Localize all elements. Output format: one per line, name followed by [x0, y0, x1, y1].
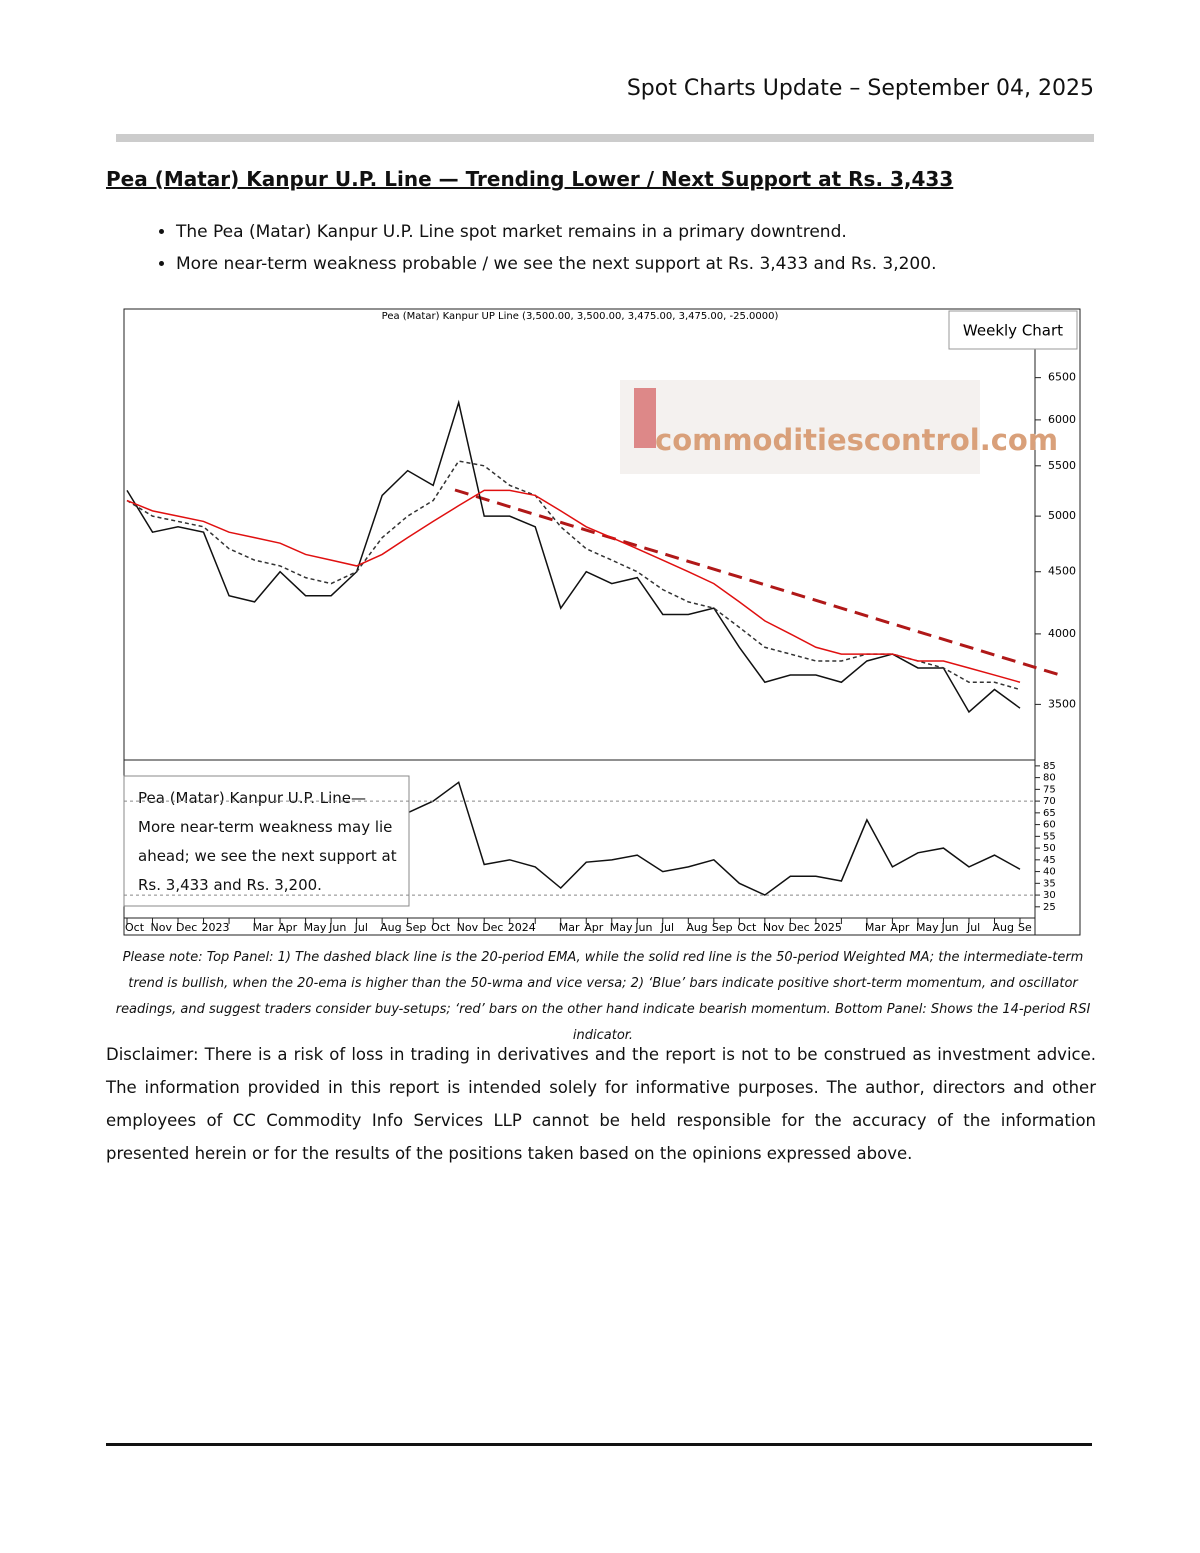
x-tick-label: 2024: [508, 921, 536, 934]
x-tick-label: Oct: [431, 921, 451, 934]
annotation-wrap: Pea (Matar) Kanpur U.P. Line— More near-…: [138, 789, 397, 894]
chart-title: Pea (Matar) Kanpur UP Line (3,500.00, 3,…: [382, 311, 779, 322]
x-tick-label: Nov: [763, 921, 785, 934]
x-tick-label: Aug: [380, 921, 401, 934]
x-tick-label: Jun: [634, 921, 652, 934]
x-tick-label: Jul: [660, 921, 674, 934]
x-tick-label: Jun: [940, 921, 958, 934]
annotation: Pea (Matar) Kanpur U.P. Line— More near-…: [138, 789, 397, 894]
x-tick-label: Apr: [584, 921, 604, 934]
rsi-tick-label: 85: [1043, 761, 1056, 772]
x-tick-label: Sep: [712, 921, 733, 934]
note: Please note: Top Panel: 1) The dashed bl…: [115, 950, 1091, 1043]
x-tick-label: May: [304, 921, 327, 934]
rsi-tick-label: 25: [1043, 902, 1056, 913]
x-tick-label: Nov: [151, 921, 173, 934]
y-tick-label: 6000: [1048, 413, 1076, 426]
x-tick-label: Jul: [354, 921, 368, 934]
divider: [116, 134, 1094, 142]
trend-line: [454, 488, 1061, 677]
x-tick-label: Dec: [176, 921, 197, 934]
rsi-tick-label: 80: [1043, 773, 1056, 784]
rsi-tick-label: 35: [1043, 878, 1056, 889]
x-tick-label: Dec: [482, 921, 503, 934]
price-line: [126, 489, 1021, 683]
x-tick-label: Jul: [966, 921, 980, 934]
x-tick-label: Mar: [559, 921, 580, 934]
y-tick-label: 4000: [1048, 627, 1076, 640]
chart: commoditiescontrol.com Pea (Matar) Kanpu…: [123, 308, 1081, 936]
bullet: The Pea (Matar) Kanpur U.P. Line spot ma…: [176, 222, 1176, 242]
x-tick-label: Nov: [457, 921, 479, 934]
rsi-tick-label: 40: [1043, 867, 1056, 878]
rsi-tick-label: 50: [1043, 843, 1056, 854]
chart-label: Weekly Chart: [963, 322, 1063, 340]
watermark-logo: [634, 388, 656, 448]
bullets: The Pea (Matar) Kanpur U.P. Line spot ma…: [140, 222, 1176, 286]
bullet: More near-term weakness probable / we se…: [176, 254, 1176, 274]
rsi-tick-label: 65: [1043, 808, 1056, 819]
y-tick-label: 6500: [1048, 371, 1076, 384]
x-tick-label: Mar: [865, 921, 886, 934]
x-tick-label: Oct: [737, 921, 757, 934]
footer-rule: [106, 1443, 1092, 1446]
label-box: [948, 310, 1078, 350]
y-tick-label: 3500: [1048, 697, 1076, 710]
x-tick-label: Oct: [125, 921, 145, 934]
x-tick-label: Se: [1018, 921, 1032, 934]
rsi-tick-label: 45: [1043, 855, 1056, 866]
x-tick-label: Aug: [686, 921, 707, 934]
x-tick-label: Jun: [328, 921, 346, 934]
x-tick-label: 2025: [814, 921, 842, 934]
x-tick-label: Mar: [253, 921, 274, 934]
x-tick-label: Dec: [788, 921, 809, 934]
price-line: [126, 460, 1021, 691]
x-tick-label: 2023: [202, 921, 230, 934]
rsi-tick-label: 60: [1043, 820, 1056, 831]
x-tick-label: Apr: [278, 921, 298, 934]
y-tick-label: 4500: [1048, 565, 1076, 578]
x-tick-label: Apr: [890, 921, 910, 934]
price-line: [126, 399, 1021, 714]
annotation-box: [123, 775, 410, 907]
header: Spot Charts Update – September 04, 2025: [626, 76, 1094, 101]
disclaimer: Disclaimer: There is a risk of loss in t…: [106, 1045, 1096, 1163]
x-tick-label: Sep: [406, 921, 427, 934]
rsi-tick-label: 70: [1043, 796, 1056, 807]
x-tick-label: May: [916, 921, 939, 934]
x-tick-label: Aug: [992, 921, 1013, 934]
rsi-tick-label: 75: [1043, 784, 1056, 795]
watermark-box: [620, 380, 980, 474]
x-tick-label: May: [610, 921, 633, 934]
rsi-tick-label: 55: [1043, 831, 1056, 842]
watermark: commoditiescontrol.com: [655, 423, 1058, 457]
rsi-tick-label: 30: [1043, 890, 1056, 901]
title: Pea (Matar) Kanpur U.P. Line — Trending …: [106, 167, 954, 191]
y-tick-label: 5500: [1048, 459, 1076, 472]
y-tick-label: 5000: [1048, 509, 1076, 522]
